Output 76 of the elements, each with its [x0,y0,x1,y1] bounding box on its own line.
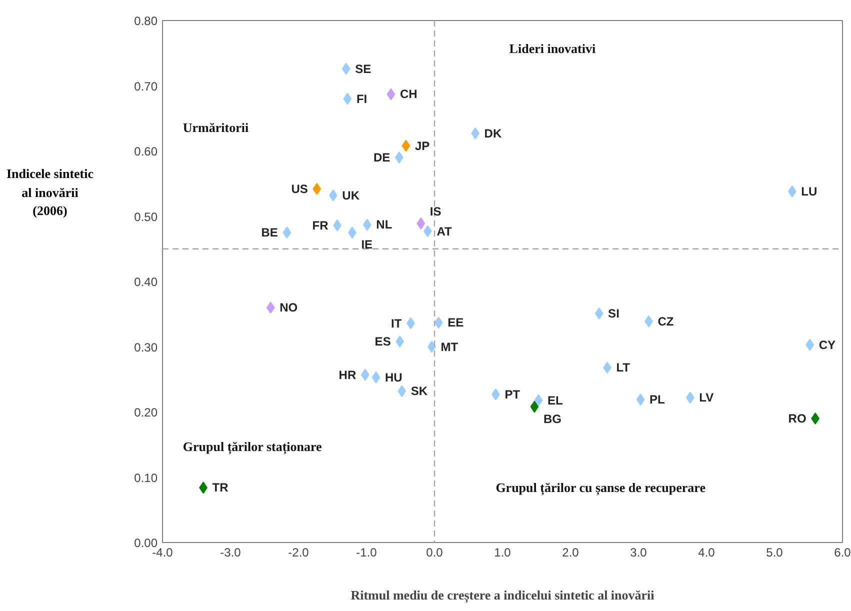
x-axis-title: Ritmul mediu de creștere a indicelui sintetic al inovării [350,588,655,604]
point [398,385,406,398]
point [312,182,322,195]
annotation: DE [373,150,390,165]
y-tick-label: 0.40 [134,275,158,289]
annotation: EL [548,393,563,408]
y-tick-label: 0.20 [134,406,158,420]
annotation: BE [261,226,278,240]
y-tick-label: 0.50 [134,210,158,224]
point [534,394,543,406]
annotation: FI [356,92,368,106]
annotation: PT [504,387,521,402]
annotation: ES [374,334,391,349]
y-tick-label: 0.80 [134,14,158,28]
annotation: SE [355,62,372,76]
point [402,140,410,152]
annotation: LU [801,184,818,198]
x-tick-label: 3.0 [630,546,648,560]
point [386,88,396,100]
annotation: HR [338,368,356,382]
annotation: SK [410,384,428,398]
y-tick-label: 0.30 [134,340,158,354]
annotation: IE [361,238,373,252]
annotation: TR [212,480,229,495]
y-tick-label: 0.70 [134,79,158,94]
annotation: LT [616,360,631,375]
x-tick-label: 0.0 [426,546,444,560]
point [416,217,426,230]
annotation: DK [484,126,502,140]
annotation: CH [400,87,418,102]
point [530,400,539,413]
x-tick-label: 6.0 [834,546,851,560]
x-tick-label: -3.0 [220,546,242,560]
annotation: NL [376,218,392,232]
annotation: US [291,182,308,196]
point [282,226,292,239]
annotation: Lideri inovativi [509,41,596,56]
y-tick-label: 0.60 [134,144,158,158]
annotation: IS [430,204,442,218]
annotation: PL [650,392,665,407]
point [636,394,645,406]
point [343,92,352,105]
annotation: NO [280,300,298,315]
x-tick-label: -2.0 [288,546,310,560]
annotation: BG [543,412,562,426]
point [594,307,604,320]
annotation: AT [436,224,452,238]
annotation: RO [788,412,806,426]
annotation: LV [699,390,714,405]
point [342,62,350,75]
annotation: Urmăritorii [182,120,249,136]
annotation: FR [312,218,329,232]
annotation: CZ [658,314,674,328]
annotation: UK [342,188,360,202]
annotation: CY [818,338,836,352]
annotation: SI [608,306,620,320]
annotation: JP [414,138,430,153]
x-tick-label: 4.0 [698,546,716,560]
point [360,368,370,381]
annotation: HU [385,370,402,384]
annotation: Grupul țărilor cu șanse de recuperare [496,480,706,496]
point [806,338,814,351]
x-tick-label: 5.0 [766,546,784,560]
annotation: IT [391,316,402,330]
annotation: Grupul țărilor staționare [182,438,322,455]
x-tick-label: 1.0 [494,546,512,560]
annotation: MT [440,340,459,354]
point [434,316,443,329]
point [372,371,380,384]
annotation: EE [448,316,464,330]
point [266,302,275,314]
y-axis-title: Indicele sintetic al inovării (2006) [5,165,94,220]
y-tick-label: 0.10 [134,470,158,485]
x-tick-label: 2.0 [562,546,580,560]
x-tick-label: -1.0 [356,546,378,560]
point [394,152,404,164]
